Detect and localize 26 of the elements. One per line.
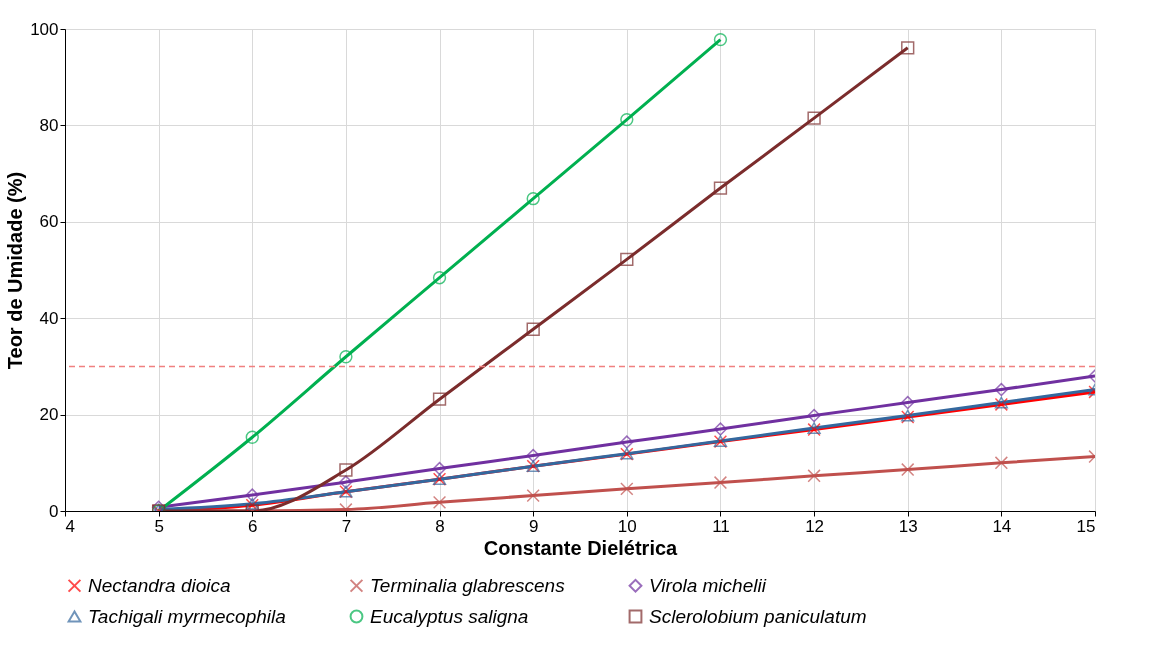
x-tick-label: 13: [898, 516, 918, 536]
x-tick-label: 4: [65, 516, 75, 536]
legend-label: Sclerolobium paniculatum: [649, 605, 867, 627]
legend-label: Terminalia glabrescens: [370, 574, 566, 596]
y-tick-label: 80: [39, 115, 59, 135]
y-tick-label: 20: [39, 405, 59, 425]
x-tick-label: 7: [341, 516, 352, 536]
y-tick-label: 0: [49, 501, 59, 521]
x-tick-label: 15: [1076, 516, 1096, 536]
y-tick-label: 60: [39, 212, 59, 232]
y-tick-label: 40: [39, 308, 59, 328]
legend-label: Virola michelii: [649, 574, 767, 596]
x-tick-label: 14: [992, 516, 1012, 536]
y-axis-title: Teor de Umidade (%): [4, 171, 27, 370]
y-tick-label: 100: [30, 19, 59, 39]
x-tick-label: 11: [712, 516, 730, 536]
legend-label: Eucalyptus saligna: [370, 605, 529, 627]
x-tick-label: 6: [248, 516, 258, 536]
x-tick-label: 12: [805, 516, 825, 536]
x-tick-label: 9: [528, 516, 539, 536]
x-axis-title: Constante Dielétrica: [483, 536, 679, 559]
legend-label: Nectandra dioica: [88, 574, 231, 596]
x-tick-label: 10: [617, 516, 637, 536]
x-tick-label: 5: [154, 516, 164, 536]
legend-label: Tachigali myrmecophila: [88, 605, 286, 627]
x-tick-label: 8: [435, 516, 445, 536]
